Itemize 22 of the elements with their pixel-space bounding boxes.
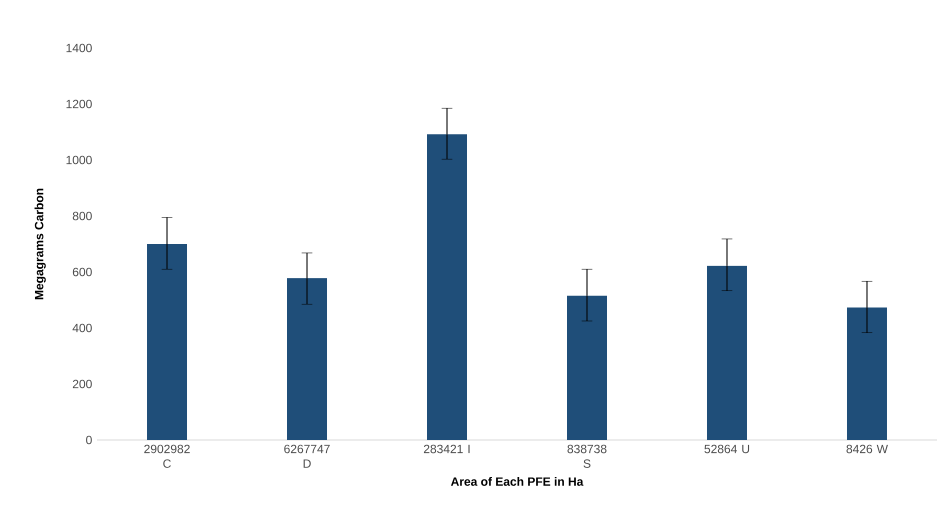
y-tick-label: 400 — [72, 324, 92, 332]
bar — [427, 134, 467, 440]
y-tick-label: 0 — [86, 436, 92, 444]
bar — [846, 308, 887, 440]
x-tick-label: 52864 U — [704, 444, 750, 454]
y-tick-label: 200 — [72, 380, 92, 388]
bar — [147, 244, 188, 440]
x-tick-label: 283421 I — [424, 444, 470, 454]
bar — [567, 296, 607, 440]
y-axis-title: Megagrams Carbon — [34, 188, 46, 300]
x-axis-title: Area of Each PFE in Ha — [450, 477, 584, 486]
y-tick-label: 1200 — [66, 100, 92, 108]
bar — [706, 266, 747, 440]
x-tick-label: 6267747 D — [284, 444, 330, 468]
x-tick-label: 2902982 C — [144, 444, 190, 468]
y-tick-label: 800 — [72, 212, 92, 220]
x-tick-label: 838738 S — [568, 444, 606, 468]
bar — [287, 278, 328, 440]
y-tick-label: 1000 — [66, 156, 92, 164]
y-tick-label: 1400 — [66, 44, 92, 52]
y-tick-label: 600 — [72, 268, 92, 276]
x-tick-label: 8426 W — [846, 444, 888, 454]
